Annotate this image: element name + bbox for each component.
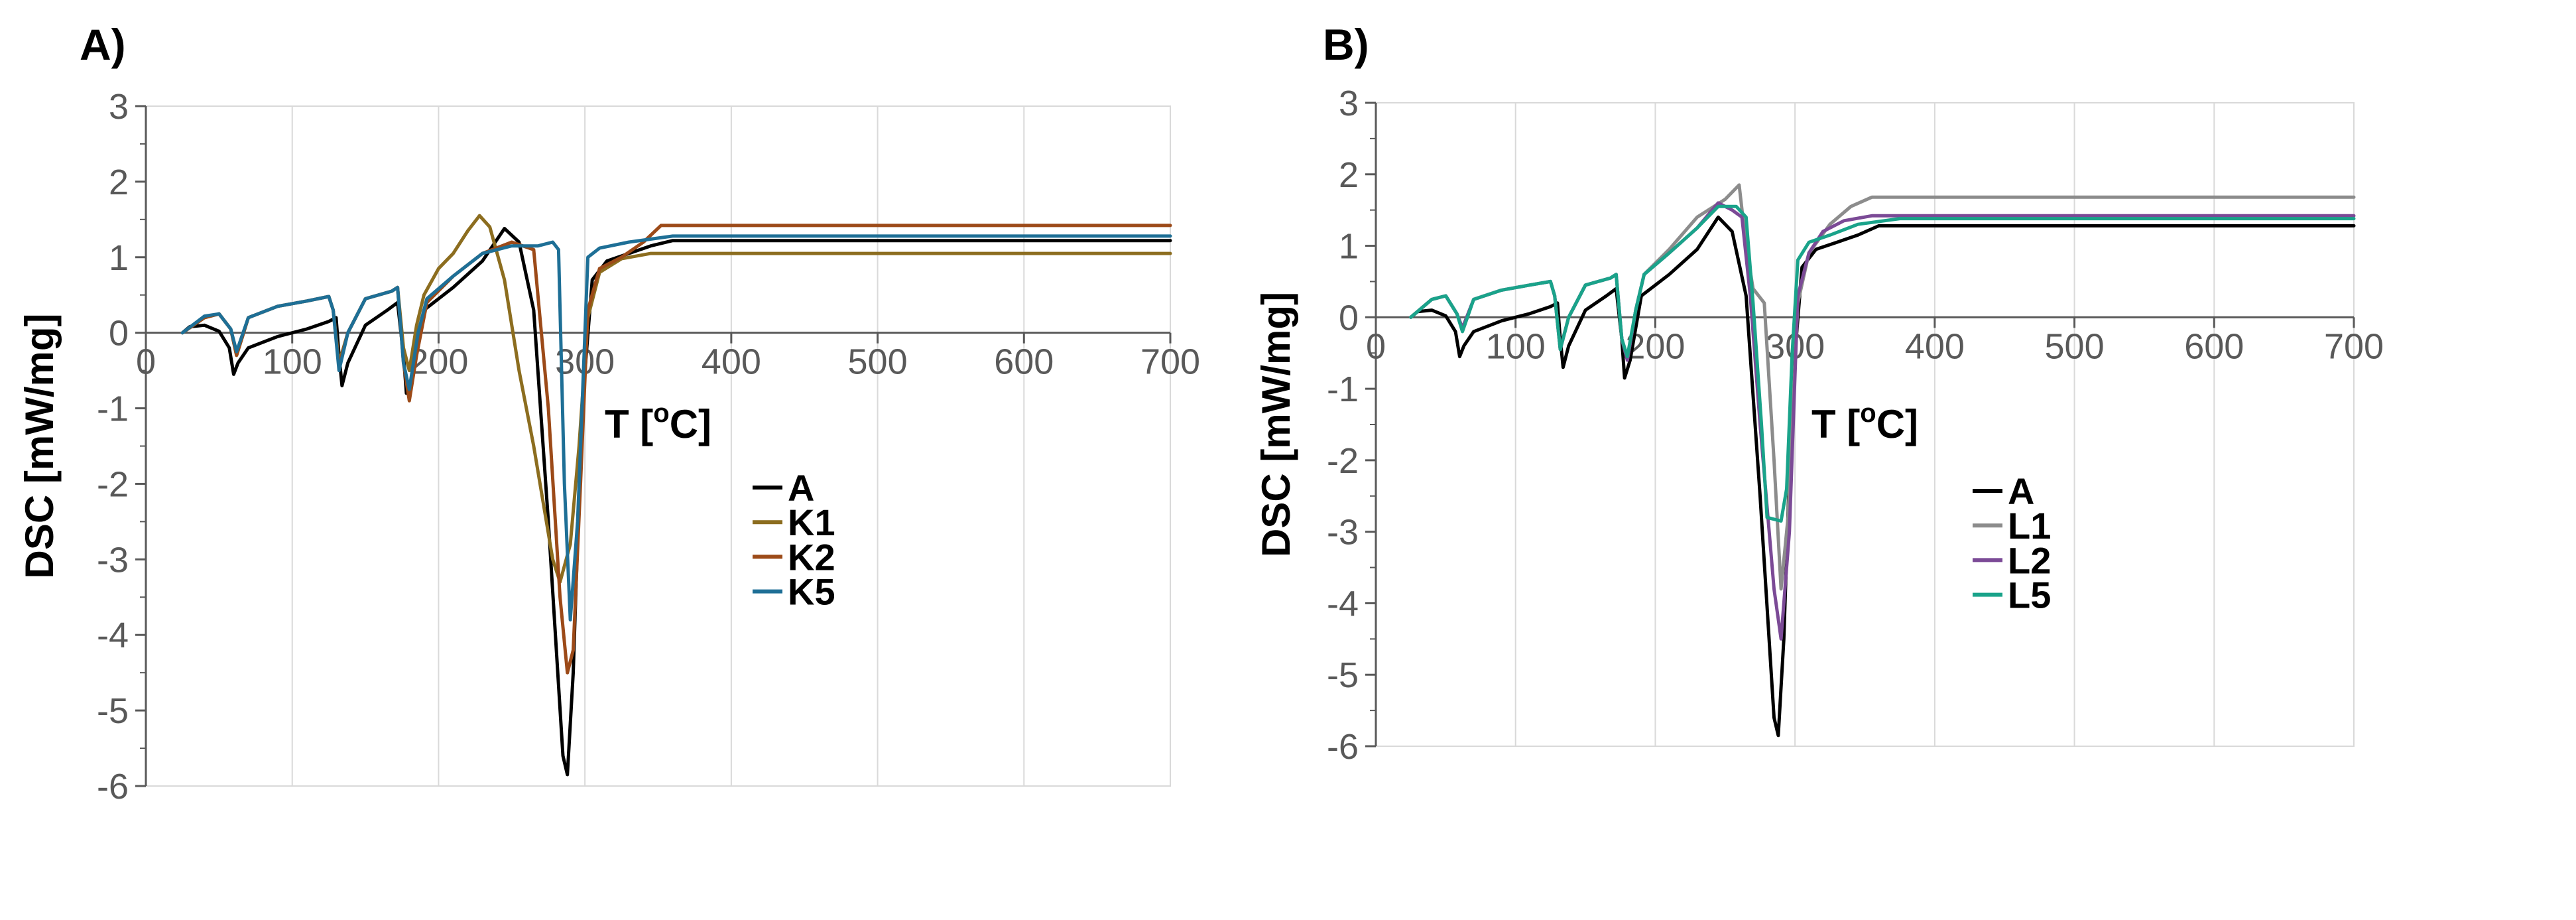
series-line-l1 [1409,183,2356,591]
y-tick-label: -2 [1327,441,1359,481]
x-tick-label: 500 [848,342,908,382]
x-tick-label: 0 [1366,326,1386,366]
legend-label-k2: K2 [788,536,835,578]
legend-label-l1: L1 [2008,505,2051,547]
x-tick-label: 100 [1486,326,1546,366]
legend-label-l5: L5 [2008,574,2051,616]
legend-label-a: A [788,467,814,509]
y-tick-label: -1 [1327,369,1359,409]
y-tick-label: -4 [1327,584,1359,624]
y-tick-label: -3 [97,540,129,580]
panel-label: B) [1323,20,1369,69]
series-line-k5 [180,234,1172,622]
x-tick-label: 0 [136,342,156,382]
legend-label-a: A [2008,470,2034,512]
y-tick-label: -4 [97,616,129,655]
legend-label-k1: K1 [788,501,835,543]
y-tick-label: -3 [1327,513,1359,553]
series-line-k2 [180,224,1172,675]
x-tick-label: 600 [2184,326,2244,366]
y-tick-label: 2 [1339,155,1359,195]
x-tick-label: 400 [1905,326,1965,366]
y-tick-label: -1 [97,389,129,429]
x-axis-title: T [oC] [605,399,711,446]
y-axis-title: DSC [mW/mg] [1254,292,1298,557]
y-tick-label: 1 [109,238,129,278]
y-tick-label: -5 [97,691,129,731]
y-tick-label: 3 [109,87,129,127]
series-line-l5 [1409,204,2356,523]
x-tick-label: 500 [2045,326,2105,366]
y-tick-label: 1 [1339,227,1359,267]
x-axis-title: T [oC] [1811,399,1918,446]
panel-label: A) [80,20,126,69]
x-tick-label: 700 [2324,326,2384,366]
series-line-a [1409,215,2356,738]
legend-label-l2: L2 [2008,539,2051,581]
y-tick-label: -6 [97,767,129,807]
y-tick-label: 3 [1339,84,1359,123]
x-tick-label: 600 [994,342,1054,382]
x-tick-label: 100 [263,342,322,382]
y-tick-label: -2 [97,464,129,504]
plot-area [145,105,1171,787]
series-line-a [180,227,1172,777]
legend-label-k5: K5 [788,571,835,613]
y-tick-label: 0 [109,314,129,354]
series-line-k1 [180,214,1172,584]
y-tick-label: -6 [1327,727,1359,767]
y-tick-label: 0 [1339,298,1359,338]
y-tick-label: -5 [1327,655,1359,695]
y-tick-label: 2 [109,163,129,202]
y-axis-title: DSC [mW/mg] [17,314,62,579]
x-tick-label: 700 [1140,342,1200,382]
x-tick-label: 400 [702,342,761,382]
